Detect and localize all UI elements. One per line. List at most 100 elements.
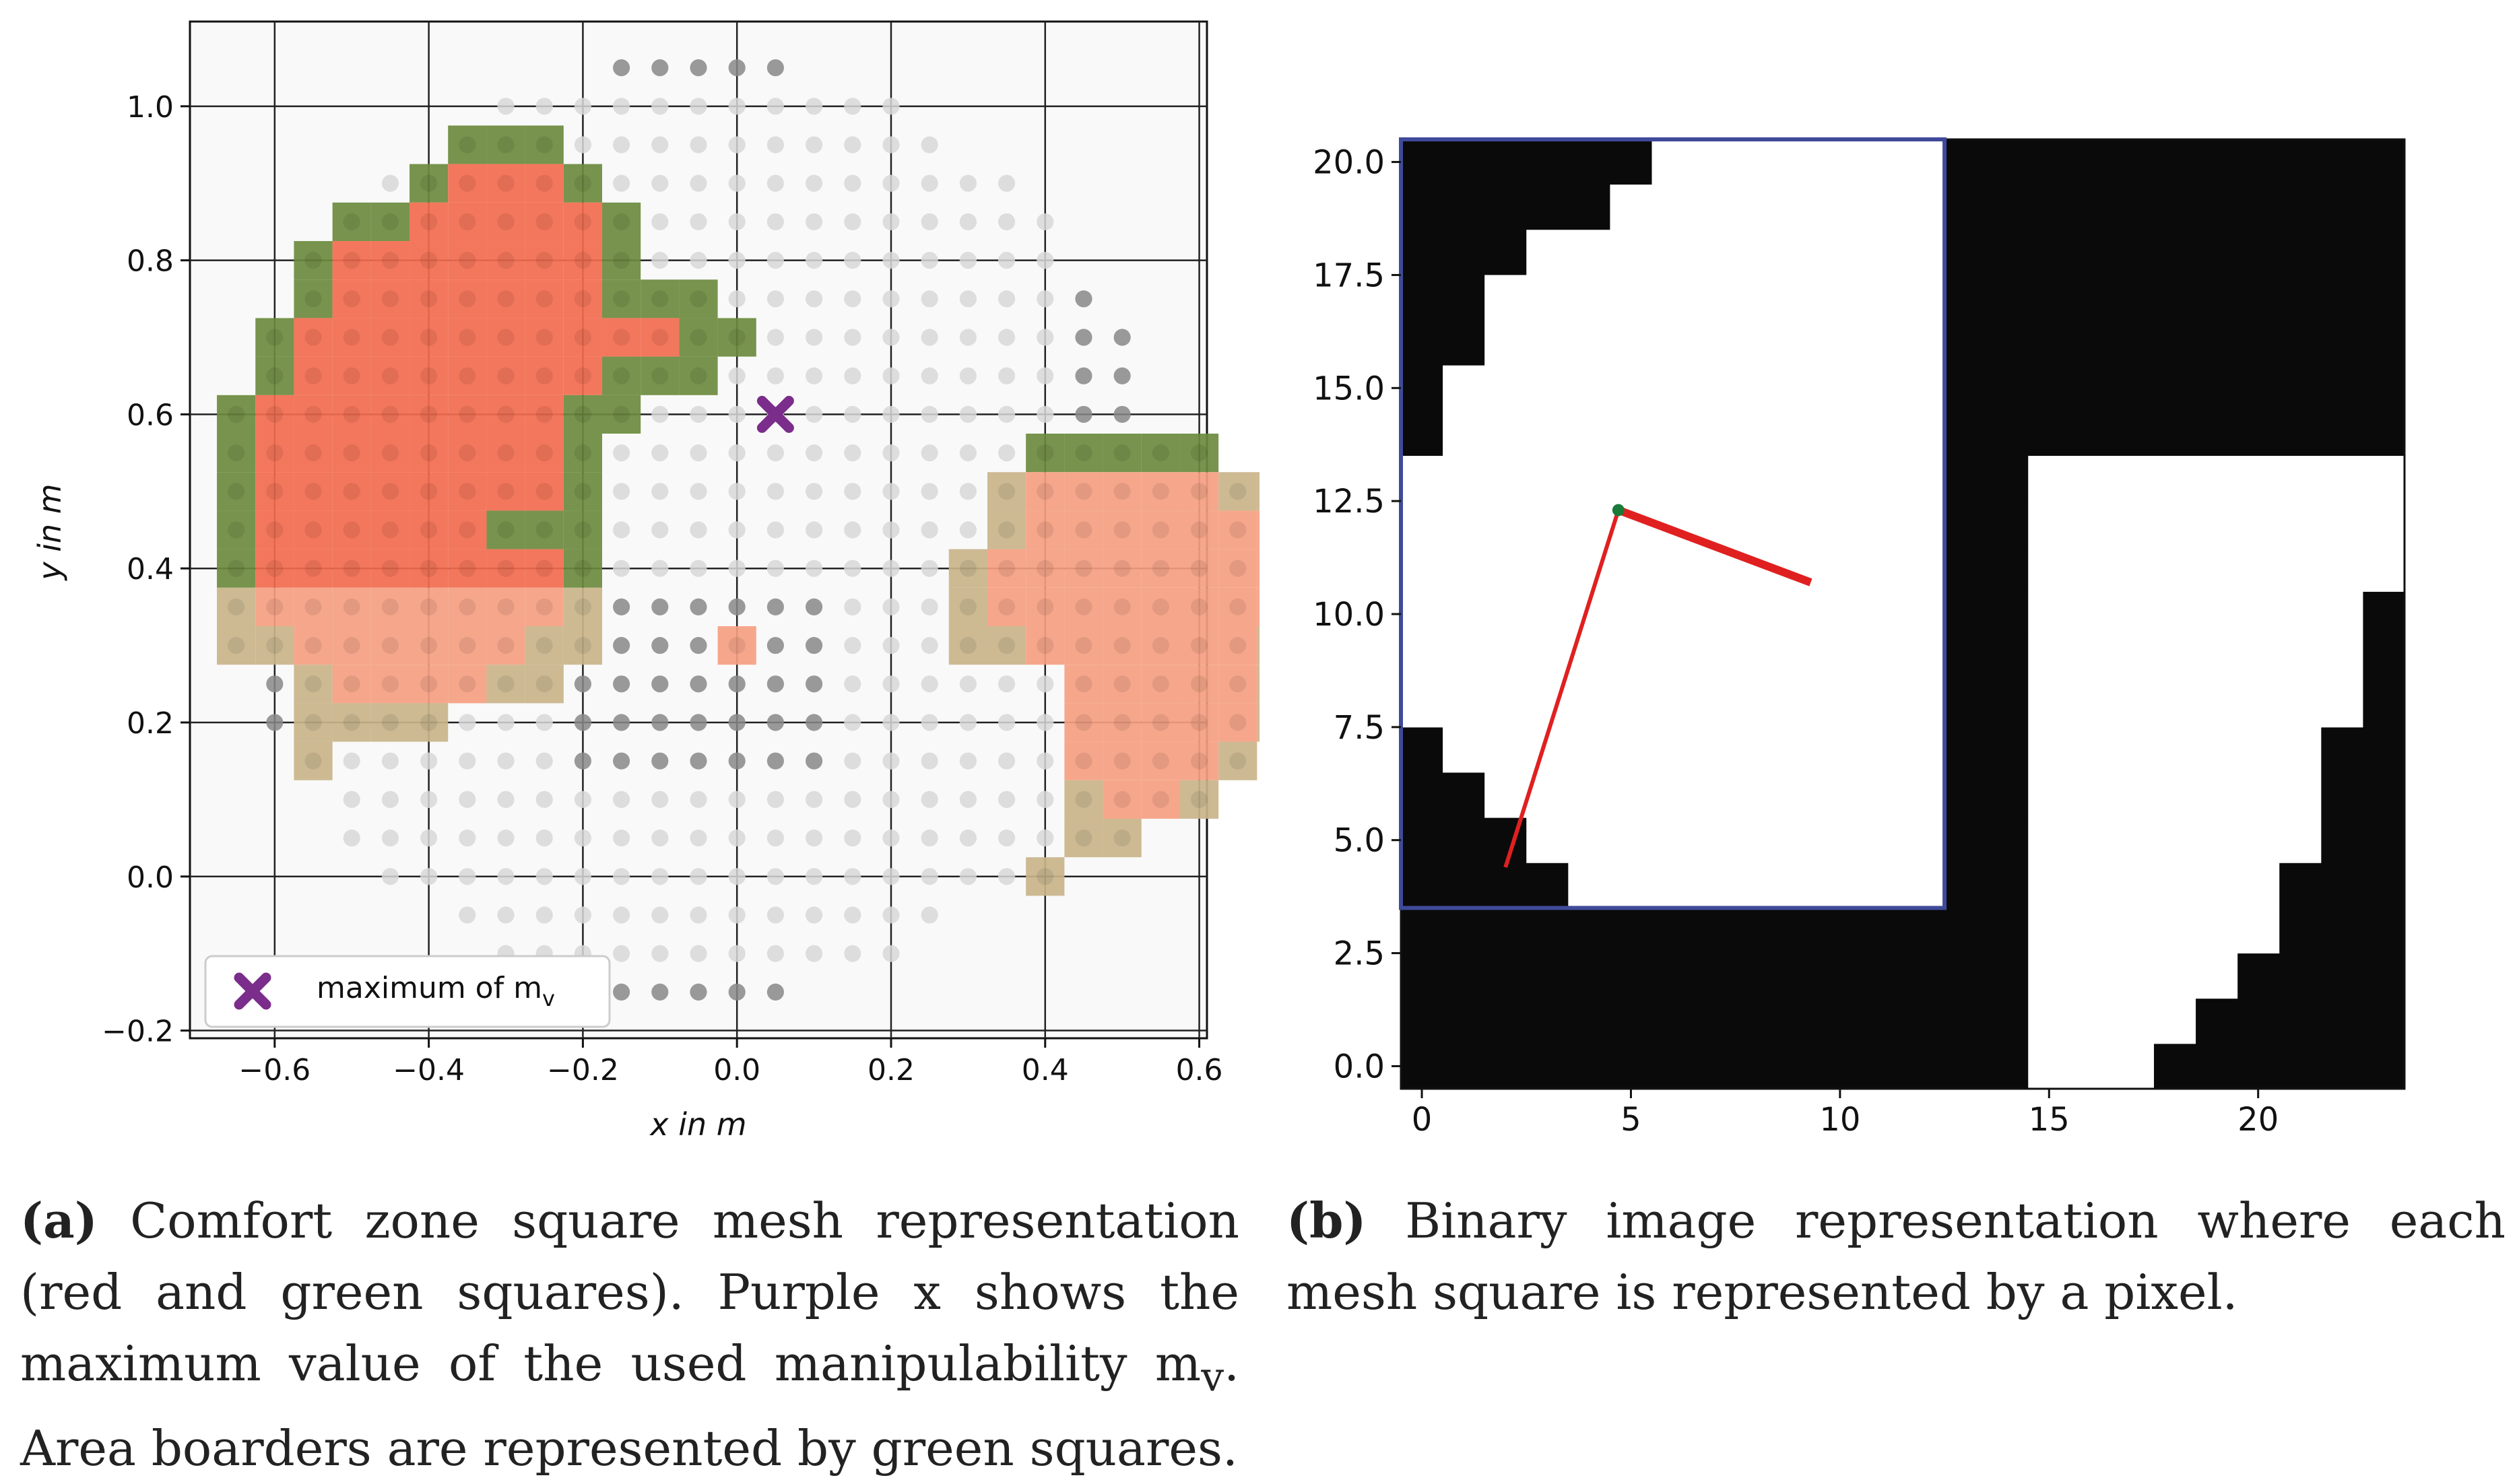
mesh-dot <box>574 405 591 423</box>
white-pixel <box>2112 998 2154 1044</box>
sample-point <box>497 98 515 115</box>
interior-square <box>1218 665 1257 704</box>
interior-square <box>1141 703 1180 742</box>
white-pixel <box>1860 863 1903 908</box>
white-pixel <box>1443 410 1485 457</box>
mesh-dot <box>959 637 977 654</box>
mesh-dot <box>1113 752 1131 770</box>
interior-square <box>255 549 294 588</box>
legend-marker-icon <box>234 972 271 1010</box>
white-pixel <box>1903 501 1945 547</box>
white-pixel <box>1568 501 1610 547</box>
sample-point <box>959 213 977 231</box>
mesh-dot <box>266 483 284 500</box>
sample-point <box>613 98 630 115</box>
white-pixel <box>2153 817 2196 863</box>
white-pixel <box>2320 456 2363 502</box>
mesh-dot <box>651 290 669 308</box>
white-pixel <box>2028 772 2070 818</box>
sample-point <box>574 906 591 924</box>
interior-square <box>1026 510 1065 549</box>
interior-square <box>332 510 371 549</box>
sample-point <box>459 752 476 770</box>
border-square <box>717 318 756 357</box>
sample-point <box>690 983 707 1001</box>
mesh-dot <box>535 252 553 269</box>
white-pixel <box>1735 863 1778 908</box>
interior-square <box>1141 587 1180 626</box>
white-pixel <box>1735 184 1778 230</box>
sample-point <box>766 483 784 500</box>
white-pixel <box>1735 636 1778 683</box>
sample-point <box>535 868 553 885</box>
y-tick-label: 0.0 <box>1334 1048 1385 1085</box>
interior-square <box>448 510 487 549</box>
white-pixel <box>2320 636 2363 683</box>
white-pixel <box>1819 184 1862 230</box>
sample-point <box>1075 405 1092 423</box>
sample-point <box>882 637 900 654</box>
mesh-dot <box>574 367 591 384</box>
sample-point <box>1113 405 1131 423</box>
x-tick-label: 5 <box>1621 1101 1641 1139</box>
sample-point <box>651 98 669 115</box>
sample-point <box>921 714 938 731</box>
white-pixel <box>2320 591 2363 638</box>
white-pixel <box>2237 863 2280 908</box>
border-square <box>217 626 256 665</box>
caption-b: (b) Binary image representation where ea… <box>1286 1185 2506 1328</box>
border-square <box>294 241 333 280</box>
white-pixel <box>2112 501 2154 547</box>
white-pixel <box>1903 275 1945 321</box>
mesh-dot <box>304 637 322 654</box>
x-tick-label: −0.6 <box>238 1053 310 1087</box>
sample-point <box>690 521 707 539</box>
border-square <box>294 703 333 742</box>
border-square <box>255 626 294 665</box>
sample-point <box>766 521 784 539</box>
sample-point <box>921 752 938 770</box>
sample-point <box>459 790 476 808</box>
sample-point <box>343 829 360 847</box>
mesh-dot <box>381 675 399 693</box>
sample-point <box>690 252 707 269</box>
sample-point <box>613 714 630 731</box>
white-pixel <box>1819 772 1862 818</box>
sample-point <box>690 598 707 615</box>
sample-point <box>844 598 861 615</box>
sample-point <box>921 405 938 423</box>
interior-square <box>448 356 487 395</box>
white-pixel <box>1735 817 1778 863</box>
interior-square <box>370 395 410 434</box>
interior-square <box>1103 626 1142 665</box>
white-pixel <box>2195 546 2238 592</box>
sample-point <box>728 752 746 770</box>
white-pixel <box>1568 863 1610 908</box>
mesh-dot <box>535 405 553 423</box>
white-pixel <box>1610 863 1652 908</box>
mesh-dot <box>497 174 515 192</box>
sample-point <box>690 405 707 423</box>
white-pixel <box>2028 456 2070 502</box>
white-pixel <box>1819 546 1862 592</box>
white-pixel <box>2279 546 2322 592</box>
mesh-dot <box>574 637 591 654</box>
interior-square <box>1064 587 1103 626</box>
sample-point <box>1037 752 1054 770</box>
mesh-dot <box>1113 521 1131 539</box>
sample-point <box>690 829 707 847</box>
sample-point <box>613 560 630 577</box>
border-square <box>255 356 294 395</box>
white-pixel <box>1526 591 1569 638</box>
interior-square <box>987 587 1026 626</box>
interior-square <box>410 279 449 318</box>
mesh-dot <box>381 714 399 731</box>
sample-point <box>651 906 669 924</box>
white-pixel <box>1651 139 1695 185</box>
mesh-dot <box>343 252 360 269</box>
y-tick-label: 12.5 <box>1313 483 1385 520</box>
white-pixel <box>1526 275 1569 321</box>
sample-point <box>535 829 553 847</box>
white-pixel <box>1860 365 1903 411</box>
border-square <box>987 510 1026 549</box>
